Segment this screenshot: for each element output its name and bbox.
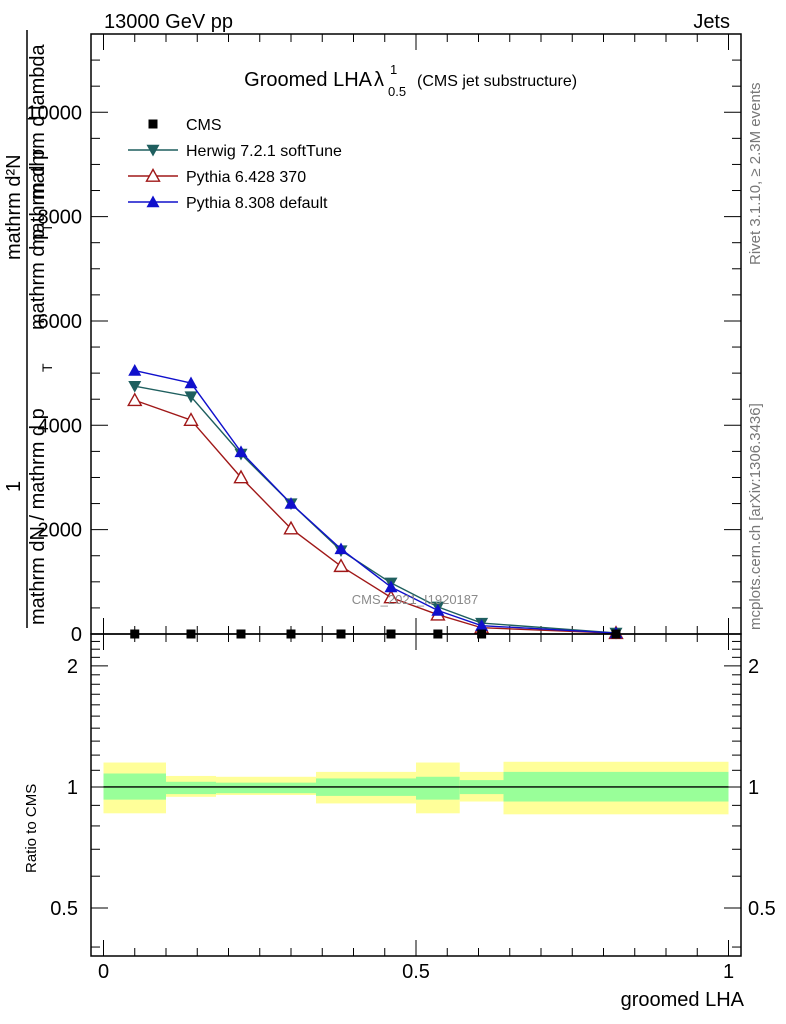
title-symbol: λ: [374, 69, 384, 91]
ratio-y-tick-label-right: 1: [748, 777, 759, 799]
title-subscript: 0.5: [388, 84, 406, 99]
legend-label-pythia6: Pythia 6.428 370: [186, 169, 306, 186]
ratio-frame: [90, 633, 742, 957]
x-tick-label: 1: [723, 961, 734, 983]
legend-label-herwig: Herwig 7.2.1 softTune: [186, 143, 342, 160]
data-point-pythia-6-428-370: [183, 412, 199, 426]
data-point-pythia-8-308-default: [234, 445, 248, 458]
legend-marker-pythia-6-428-370: [145, 168, 161, 182]
ratio-inner-band: [216, 782, 266, 794]
data-point-pythia-8-308-default: [184, 376, 198, 389]
mcplots-label: mcplots.cern.ch [arXiv:1306.3436]: [747, 403, 764, 630]
ylabel-denominator: mathrm dN / mathrm d p: [27, 408, 49, 625]
ylabel-T-subscript: T: [39, 363, 55, 372]
ratio-y-tick-label: 0.5: [50, 898, 78, 920]
title-suffix: (CMS jet substructure): [417, 73, 577, 90]
x-axis-label: groomed LHA: [621, 989, 745, 1011]
ylabel-overlay-dlambda: mathrm d lambda: [27, 44, 49, 200]
ratio-y-tick-label-right: 0.5: [748, 898, 776, 920]
legend-markers: [128, 119, 178, 208]
ylabel-numerator: mathrm d²N: [3, 154, 25, 260]
main-y-tick-label: 8000: [38, 207, 83, 229]
data-point-pythia-8-308-default: [431, 604, 445, 616]
main-y-tick-label: 4000: [38, 415, 83, 437]
main-y-tick-label: 0: [71, 624, 82, 646]
ratio-y-axis-label: Ratio to CMS: [23, 784, 40, 873]
x-tick-label: 0: [98, 961, 109, 983]
main-y-tick-label: 6000: [38, 311, 83, 333]
data-point-pythia-8-308-default: [284, 497, 298, 509]
data-point-herwig-7-2-1-softtune: [184, 391, 198, 404]
data-point-pythia-6-428-370: [383, 589, 399, 604]
chart-title: Groomed LHA λ 1 0.5 (CMS jet substructur…: [244, 62, 577, 99]
data-point-pythia-8-308-default: [384, 580, 398, 593]
data-point-pythia-6-428-370: [333, 558, 349, 573]
title-main: Groomed LHA: [244, 69, 372, 91]
legend-marker-pythia-8-308-default: [146, 195, 160, 208]
data-point-pythia-6-428-370: [233, 469, 249, 484]
legend-marker-cms: [148, 119, 158, 129]
ylabel-numerator-one: 1: [3, 481, 25, 492]
main-y-tick-label: 10000: [26, 102, 82, 124]
rivet-version-label: Rivet 3.1.10, ≥ 2.3M events: [747, 83, 764, 266]
data-point-herwig-7-2-1-softtune: [128, 380, 142, 393]
main-y-axis-label: mathrm d²N 1 mathrm dN / mathrm d p math…: [3, 30, 55, 628]
data-point-pythia-8-308-default: [128, 364, 142, 376]
ratio-bands-group: [103, 761, 729, 815]
data-point-pythia-6-428-370: [127, 392, 143, 407]
analysis-watermark: CMS_2021_I1920187: [352, 592, 479, 607]
data-point-pythia-8-308-default: [475, 619, 489, 631]
energy-label: 13000 GeV pp: [104, 11, 233, 33]
title-superscript: 1: [390, 62, 397, 77]
category-label: Jets: [693, 11, 730, 33]
ratio-y-tick-label-right: 2: [748, 656, 759, 678]
ratio-y-tick-label: 1: [67, 777, 78, 799]
ylabel-overlay-dp: mathrm d p: [27, 149, 49, 250]
legend: CMS Herwig 7.2.1 softTune Pythia 6.428 3…: [128, 117, 342, 212]
data-point-pythia-6-428-370: [283, 520, 299, 535]
ratio-axes-ticks: 0.5 0.5 1 1 2 2 0 0.5 1: [50, 634, 776, 983]
legend-marker-herwig-7-2-1-softtune: [146, 144, 160, 157]
data-point-pythia-8-308-default: [334, 542, 348, 555]
ratio-inner-band: [266, 782, 316, 794]
x-tick-label: 0.5: [402, 961, 430, 983]
ratio-y-tick-label: 2: [67, 656, 78, 678]
main-y-tick-label: 2000: [38, 520, 83, 542]
ratio-inner-band: [416, 776, 460, 800]
ylabel-denominator-tail: mathrm d p: [27, 229, 49, 330]
legend-label-pythia8: Pythia 8.308 default: [186, 195, 328, 212]
ylabel-overlay-T: T: [39, 223, 55, 232]
legend-label-cms: CMS: [186, 117, 222, 134]
main-axes-ticks: 0 2000 4000 6000 8000 10000: [26, 33, 741, 646]
ratio-inner-band: [166, 781, 216, 795]
